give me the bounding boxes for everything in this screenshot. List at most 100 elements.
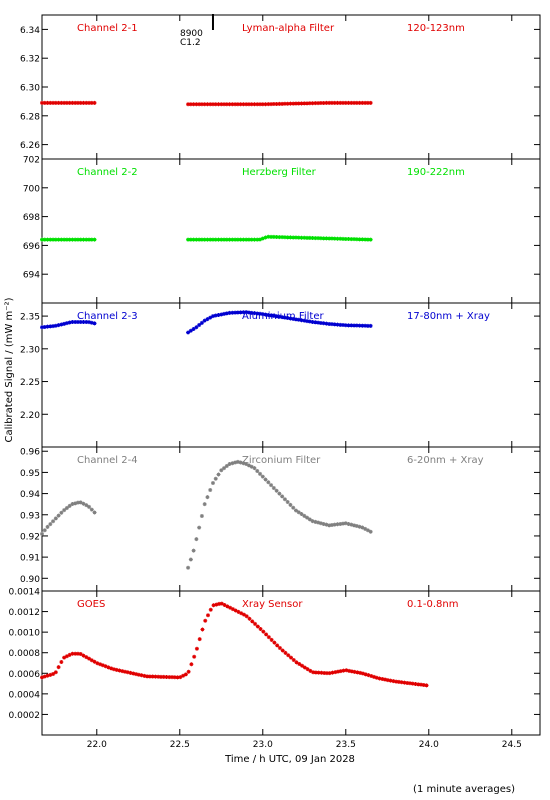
data-point [208, 607, 213, 612]
data-point [53, 516, 58, 521]
data-point [241, 102, 246, 107]
data-point [51, 100, 56, 105]
data-point [302, 318, 307, 323]
data-point [241, 612, 246, 617]
data-point [205, 495, 210, 500]
data-point [188, 557, 193, 562]
data-point [285, 500, 290, 505]
data-point [199, 320, 204, 325]
data-point [51, 519, 56, 524]
data-point [274, 314, 279, 319]
data-point [338, 100, 343, 105]
data-point [84, 319, 89, 324]
data-point [252, 102, 257, 107]
y-tick-label: 2.20 [20, 411, 40, 421]
data-point [241, 310, 246, 315]
data-point [106, 665, 111, 670]
data-point [224, 237, 229, 242]
data-point [199, 102, 204, 107]
data-point [172, 675, 177, 680]
data-point [299, 101, 304, 106]
data-point [263, 235, 268, 240]
data-point [92, 100, 97, 105]
data-point [51, 237, 56, 242]
data-point [272, 640, 277, 645]
data-point [40, 675, 44, 680]
data-point [329, 322, 334, 327]
data-point [147, 674, 152, 679]
panel-channel-label: Channel 2-3 [77, 311, 138, 322]
data-point [89, 320, 94, 325]
panel-frame [41, 590, 541, 736]
data-point [310, 101, 315, 106]
data-point [338, 236, 343, 241]
data-point [372, 674, 376, 679]
data-point [388, 678, 393, 683]
data-point [324, 671, 329, 676]
data-point [233, 237, 238, 242]
y-tick-label: 0.0014 [9, 588, 41, 598]
y-tick-label: 0.90 [20, 575, 40, 585]
data-point [266, 480, 271, 485]
data-point [188, 237, 193, 242]
data-point [134, 672, 139, 677]
data-point [213, 476, 218, 481]
data-point [216, 472, 221, 477]
data-point [114, 667, 119, 672]
data-point [271, 485, 276, 490]
data-point [238, 310, 243, 315]
data-point [305, 101, 310, 106]
data-point [260, 236, 265, 241]
data-point [380, 677, 385, 682]
data-point [210, 314, 215, 319]
data-point [249, 102, 254, 107]
data-point [222, 602, 227, 607]
data-point [235, 459, 240, 464]
data-point [211, 603, 216, 608]
panel-filter-label: Herzberg Filter [242, 167, 317, 178]
data-point [236, 609, 241, 614]
data-point [258, 237, 263, 242]
data-point [230, 237, 235, 242]
data-point [192, 654, 197, 659]
y-tick-label: 696 [23, 242, 40, 252]
data-point [368, 529, 373, 534]
data-point [197, 102, 202, 107]
data-point [62, 321, 67, 326]
data-point [244, 461, 249, 466]
data-point [360, 525, 365, 530]
data-point [266, 313, 271, 317]
data-point [293, 101, 298, 106]
data-point [51, 671, 56, 676]
data-point [360, 237, 365, 242]
data-point [285, 235, 290, 240]
data-point [205, 237, 210, 242]
data-point [344, 668, 349, 673]
data-point [302, 235, 307, 240]
data-point [296, 317, 301, 322]
data-point [95, 661, 100, 666]
data-point [188, 328, 193, 333]
data-point [64, 505, 69, 510]
data-point [269, 234, 274, 239]
data-point [222, 466, 227, 471]
data-point [191, 102, 196, 107]
data-point [156, 674, 161, 679]
data-point [291, 316, 296, 321]
data-point [316, 236, 321, 241]
data-point [239, 611, 244, 616]
data-point [316, 101, 321, 106]
data-point [92, 510, 97, 515]
data-point [145, 674, 150, 679]
data-point [269, 637, 274, 642]
data-point [282, 497, 287, 502]
data-point [319, 670, 324, 675]
data-point [67, 237, 72, 242]
data-point [186, 330, 191, 335]
data-point [78, 100, 83, 105]
data-point [208, 237, 213, 242]
data-point [227, 461, 232, 466]
data-point [338, 322, 343, 327]
data-point [214, 602, 219, 607]
data-point [219, 237, 224, 242]
